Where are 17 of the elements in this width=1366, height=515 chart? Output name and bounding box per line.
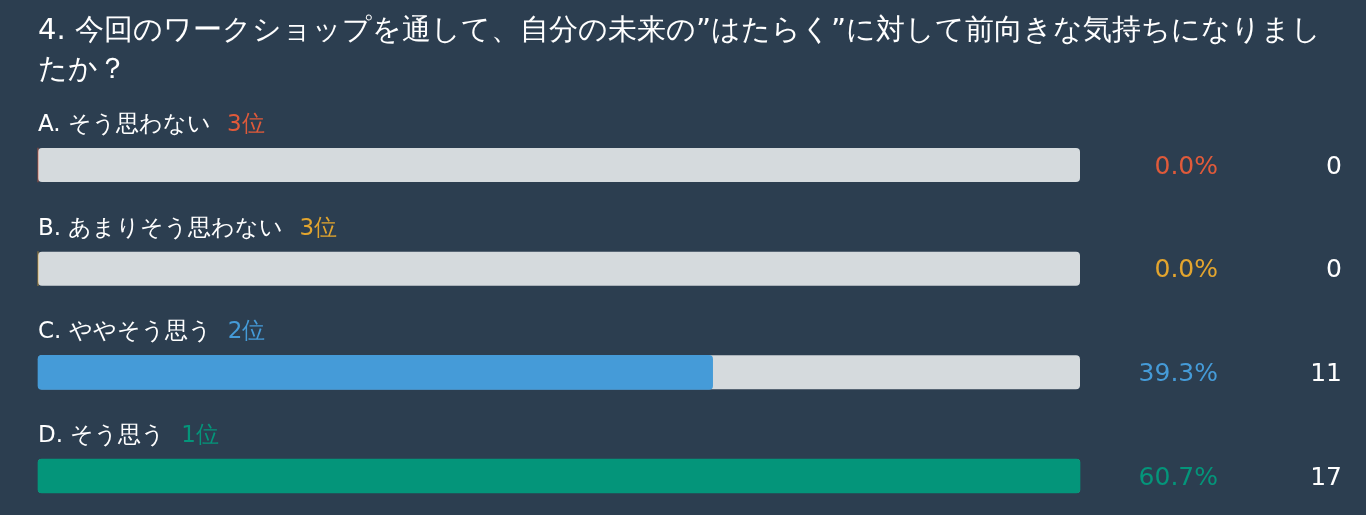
text: 0 bbox=[1326, 254, 1342, 284]
chart-title: 4. 今回のワークショップを通して、自分の未来の”はたらく”に対して前向きな気持ちになりましたか？ bbox=[38, 11, 1321, 85]
annotation: 2位 bbox=[227, 317, 266, 344]
data-label: 0.0% bbox=[1154, 254, 1218, 284]
annotation: 1位 bbox=[181, 420, 219, 447]
annotation: 3位 bbox=[226, 109, 265, 136]
y-tick-label: C. ややそう思う bbox=[38, 317, 212, 344]
text: 11 bbox=[1310, 357, 1342, 387]
data-label: 60.7% bbox=[1138, 461, 1218, 491]
data-label: 0.0% bbox=[1154, 150, 1218, 180]
text: 17 bbox=[1310, 461, 1342, 491]
y-tick-label: B. あまりそう思わない bbox=[38, 213, 284, 240]
data-label: 39.3% bbox=[1138, 357, 1218, 387]
text: 0 bbox=[1326, 150, 1342, 180]
y-tick-label: D. そう思う bbox=[38, 420, 166, 447]
annotation: 3位 bbox=[299, 213, 338, 240]
y-tick-label: A. そう思わない bbox=[38, 109, 211, 136]
